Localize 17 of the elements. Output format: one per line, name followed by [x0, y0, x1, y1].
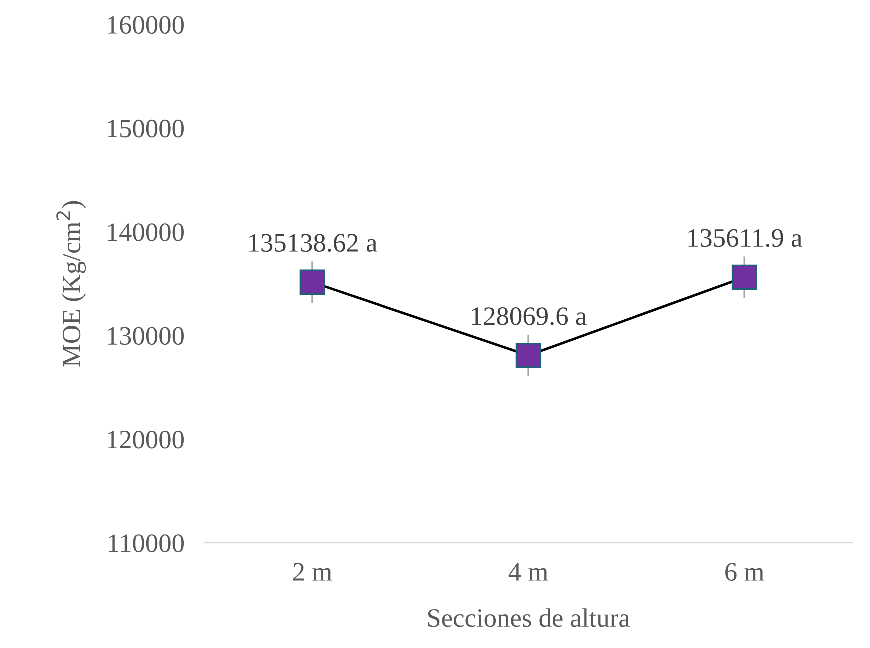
y-axis-title: MOE (Kg/cm$^{2}$)	[56, 201, 86, 367]
x-tick-label: 6 m	[726, 563, 764, 582]
x-axis-title: Secciones de altura	[428, 608, 630, 628]
y-tick-label: 160000	[108, 16, 184, 34]
y-tick-label: 150000	[108, 120, 184, 138]
data-label: 135611.9 a	[688, 229, 802, 248]
y-tick-label: 110000	[109, 534, 184, 552]
data-label: 135138.62 a	[250, 234, 378, 252]
y-tick-label: 140000	[108, 224, 184, 242]
x-tick-label: 4 m	[508, 563, 548, 581]
point	[732, 264, 758, 290]
data-label: 128069.6 a	[472, 308, 587, 326]
point	[300, 270, 326, 296]
point	[516, 343, 542, 368]
y-tick-label: 120000	[108, 430, 184, 449]
x-tick-label: 2 m	[293, 563, 332, 581]
y-tick-label: 130000	[108, 327, 184, 346]
